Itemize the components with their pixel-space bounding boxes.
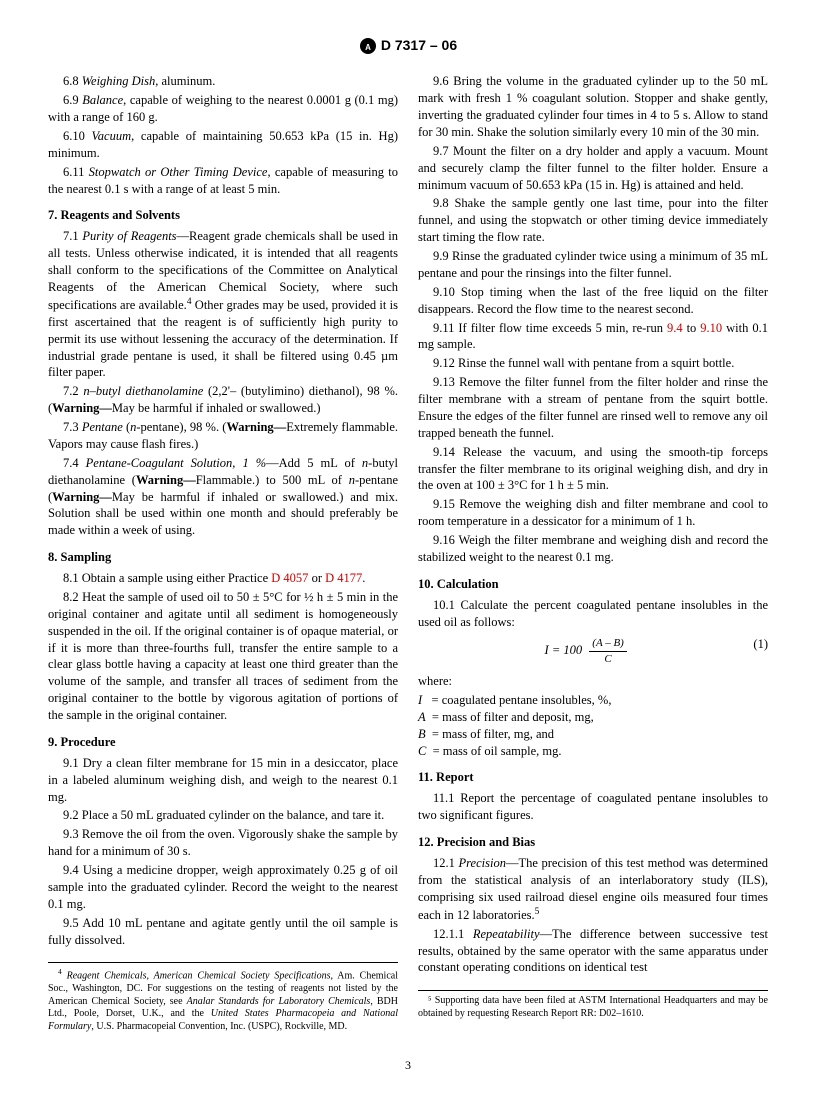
- para-9-16: 9.16 Weigh the filter membrane and weigh…: [418, 532, 768, 566]
- para-7-2: 7.2 n–butyl diethanolamine (2,2'– (butyl…: [48, 383, 398, 417]
- footnote-5-block: ⁵ Supporting data have been filed at AST…: [418, 990, 768, 1020]
- equation-1: I = 100 (A – B) C (1): [418, 636, 768, 667]
- para-9-13: 9.13 Remove the filter funnel from the f…: [418, 374, 768, 442]
- para-9-3: 9.3 Remove the oil from the oven. Vigoro…: [48, 826, 398, 860]
- svg-text:A: A: [365, 43, 371, 52]
- para-9-4: 9.4 Using a medicine dropper, weigh appr…: [48, 862, 398, 913]
- para-9-14: 9.14 Release the vacuum, and using the s…: [418, 444, 768, 495]
- astm-logo-icon: A: [359, 37, 377, 55]
- footnote-4-block: 4 Reagent Chemicals, American Chemical S…: [48, 962, 398, 1033]
- heading-12: 12. Precision and Bias: [418, 834, 768, 851]
- para-8-1: 8.1 Obtain a sample using either Practic…: [48, 570, 398, 587]
- link-d4177[interactable]: D 4177: [325, 571, 362, 585]
- para-6-10: 6.10 Vacuum, capable of maintaining 50.6…: [48, 128, 398, 162]
- para-9-12: 9.12 Rinse the funnel wall with pentane …: [418, 355, 768, 372]
- para-11-1: 11.1 Report the percentage of coagulated…: [418, 790, 768, 824]
- para-6-11: 6.11 Stopwatch or Other Timing Device, c…: [48, 164, 398, 198]
- heading-10: 10. Calculation: [418, 576, 768, 593]
- heading-8: 8. Sampling: [48, 549, 398, 566]
- para-7-1: 7.1 Purity of Reagents—Reagent grade che…: [48, 228, 398, 381]
- where-i: I = coagulated pentane insolubles, %,: [418, 692, 768, 709]
- designation: D 7317 – 06: [381, 37, 457, 53]
- where-list: I = coagulated pentane insolubles, %, A …: [418, 692, 768, 760]
- footnote-5: ⁵ Supporting data have been filed at AST…: [418, 995, 768, 1020]
- para-9-5: 9.5 Add 10 mL pentane and agitate gently…: [48, 915, 398, 949]
- where-c: C = mass of oil sample, mg.: [418, 743, 768, 760]
- page-header: A D 7317 – 06: [48, 36, 768, 55]
- where-label: where:: [418, 673, 768, 690]
- page-number: 3: [48, 1057, 768, 1073]
- para-7-3: 7.3 Pentane (n-pentane), 98 %. (Warning—…: [48, 419, 398, 453]
- heading-7: 7. Reagents and Solvents: [48, 207, 398, 224]
- link-d4057[interactable]: D 4057: [271, 571, 308, 585]
- para-9-9: 9.9 Rinse the graduated cylinder twice u…: [418, 248, 768, 282]
- para-8-2: 8.2 Heat the sample of used oil to 50 ± …: [48, 589, 398, 724]
- footnote-4: 4 Reagent Chemicals, American Chemical S…: [48, 967, 398, 1033]
- link-9-10[interactable]: 9.10: [700, 321, 722, 335]
- where-a: A = mass of filter and deposit, mg,: [418, 709, 768, 726]
- para-9-11: 9.11 If filter flow time exceeds 5 min, …: [418, 320, 768, 354]
- heading-11: 11. Report: [418, 769, 768, 786]
- para-6-9: 6.9 Balance, capable of weighing to the …: [48, 92, 398, 126]
- para-6-8: 6.8 Weighing Dish, aluminum.: [48, 73, 398, 90]
- para-9-8: 9.8 Shake the sample gently one last tim…: [418, 195, 768, 246]
- para-9-7: 9.7 Mount the filter on a dry holder and…: [418, 143, 768, 194]
- para-7-4: 7.4 Pentane-Coagulant Solution, 1 %—Add …: [48, 455, 398, 539]
- where-b: B = mass of filter, mg, and: [418, 726, 768, 743]
- para-12-1: 12.1 Precision—The precision of this tes…: [418, 855, 768, 924]
- para-12-1-1: 12.1.1 Repeatability—The difference betw…: [418, 926, 768, 977]
- para-10-1: 10.1 Calculate the percent coagulated pe…: [418, 597, 768, 631]
- para-9-10: 9.10 Stop timing when the last of the fr…: [418, 284, 768, 318]
- para-9-6: 9.6 Bring the volume in the graduated cy…: [418, 73, 768, 141]
- content-columns: 6.8 Weighing Dish, aluminum. 6.9 Balance…: [48, 73, 768, 1033]
- para-9-2: 9.2 Place a 50 mL graduated cylinder on …: [48, 807, 398, 824]
- heading-9: 9. Procedure: [48, 734, 398, 751]
- para-9-15: 9.15 Remove the weighing dish and filter…: [418, 496, 768, 530]
- link-9-4[interactable]: 9.4: [667, 321, 683, 335]
- para-9-1: 9.1 Dry a clean filter membrane for 15 m…: [48, 755, 398, 806]
